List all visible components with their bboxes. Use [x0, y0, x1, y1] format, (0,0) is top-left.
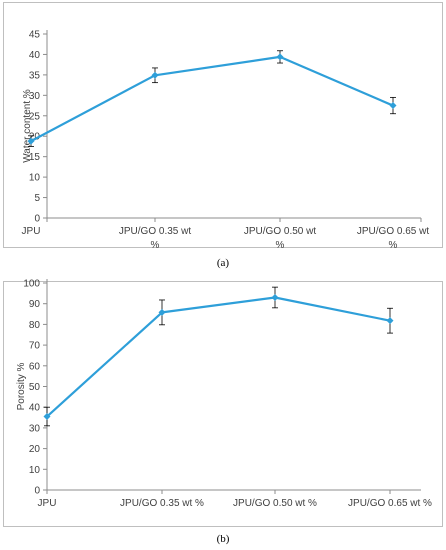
y-axis-label: Water content %: [22, 89, 33, 163]
x-tick-label: %: [389, 240, 398, 251]
data-point: [276, 53, 284, 61]
chart-b: 0 10 20 30 40 50 60 70 80 90 100 JPU JPU/GO 0.35 wt …: [16, 279, 432, 510]
y-tick-label: 90: [29, 299, 41, 310]
panel-label-b: (b): [216, 533, 230, 545]
x-tick-label: JPU/GO 0.35 wt: [119, 226, 191, 237]
y-tick-label: 40: [29, 50, 41, 61]
y-tick-label: 70: [29, 341, 41, 352]
y-tick-label: 10: [29, 465, 41, 476]
series-line: [46, 296, 391, 418]
y-tick-label: 50: [29, 382, 41, 393]
y-tick-label: 60: [29, 361, 41, 372]
y-tick-label: 15: [29, 152, 41, 163]
x-tick-label: JPU: [22, 226, 41, 237]
x-tick-label: JPU/GO 0.35 wt %: [120, 498, 204, 509]
x-tick-label: JPU/GO 0.50 wt %: [233, 498, 317, 509]
data-point: [151, 71, 159, 79]
data-point: [27, 137, 35, 145]
y-tick-label: 10: [29, 173, 41, 184]
data-point: [386, 317, 394, 325]
chart-a: 0 5 10 15 20 25 30 35 40 45 JPU JPU/GO 0.35 wt% JPU/…: [22, 30, 430, 252]
x-tick-label: JPU/GO 0.65 wt %: [348, 498, 432, 509]
y-tick-label: 25: [29, 111, 41, 122]
data-point: [158, 308, 166, 316]
x-tick-label: JPU/GO 0.65 wt: [357, 226, 429, 237]
x-tick-label: %: [151, 240, 160, 251]
y-tick-label: 80: [29, 320, 41, 331]
y-tick-label: 40: [29, 403, 41, 414]
y-tick-label: 100: [23, 279, 40, 290]
data-point: [43, 413, 51, 421]
x-tick-label: %: [276, 240, 285, 251]
data-point: [271, 293, 279, 301]
x-tick-label: JPU/GO 0.50 wt: [244, 226, 316, 237]
chart-frame-b: [3, 281, 443, 527]
series-line: [30, 55, 394, 143]
y-tick-label: 5: [34, 193, 40, 204]
data-point: [389, 102, 397, 110]
chart-panel-b: 0 10 20 30 40 50 60 70 80 90 100 JPU JPU/GO 0.35 wt …: [0, 275, 446, 550]
y-tick-label: 20: [29, 132, 41, 143]
x-tick-label: JPU: [38, 498, 57, 509]
y-tick-label: 20: [29, 444, 41, 455]
y-tick-label: 35: [29, 70, 41, 81]
chart-panel-a: 0 5 10 15 20 25 30 35 40 45 JPU JPU/GO 0.35 wt% JPU/…: [0, 0, 446, 273]
y-tick-label: 45: [29, 30, 41, 41]
panel-label-a: (a): [216, 257, 230, 269]
y-tick-label: 30: [29, 91, 41, 102]
y-tick-label: 30: [29, 423, 41, 434]
chart-frame-a: [3, 2, 443, 248]
y-tick-label: 0: [34, 214, 40, 225]
y-axis-label: Porosity %: [16, 362, 27, 410]
y-tick-label: 0: [34, 486, 40, 497]
